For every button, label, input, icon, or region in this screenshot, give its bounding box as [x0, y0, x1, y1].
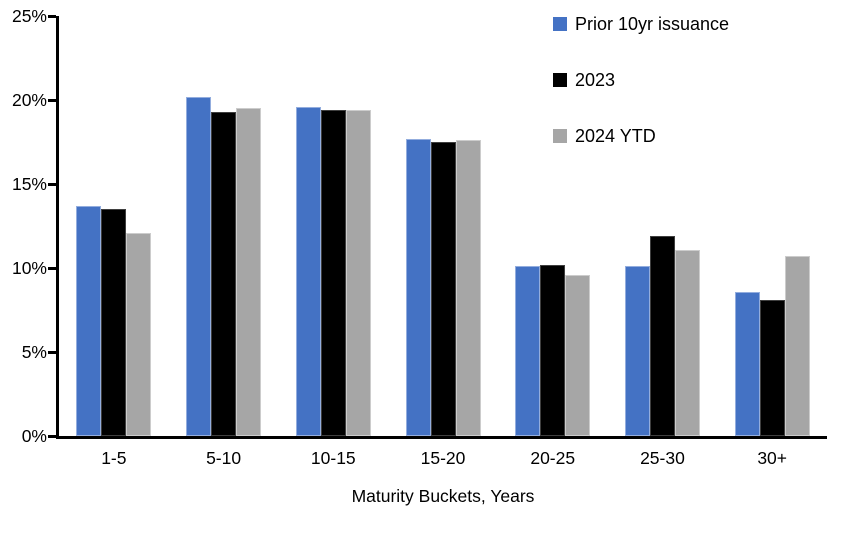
x-axis-tick-label: 30+	[757, 448, 788, 468]
y-axis-tick	[48, 351, 56, 354]
bar-prior-10yr-issuance-15-20	[405, 139, 431, 436]
legend-label: 2024 YTD	[575, 125, 656, 146]
bar-group-20-25	[498, 16, 608, 436]
legend-item-2023: 2023	[553, 69, 729, 90]
bar-prior-10yr-issuance-30+	[734, 292, 760, 436]
bar-group-1-5	[59, 16, 169, 436]
bar-groups	[59, 16, 827, 436]
y-axis-tick-label: 20%	[11, 90, 47, 110]
bar-2024-ytd-5-10	[236, 108, 262, 436]
x-axis-tick-label: 20-25	[530, 448, 576, 468]
x-axis-tick-label: 1-5	[101, 448, 127, 468]
bar-2024-ytd-20-25	[565, 275, 591, 436]
legend-swatch-icon	[553, 73, 567, 87]
bar-2024-ytd-30+	[784, 256, 810, 436]
y-axis-tick-label: 10%	[11, 258, 47, 278]
bar-2024-ytd-25-30	[674, 250, 700, 436]
y-axis-tick-label: 5%	[21, 342, 47, 362]
bar-2023-5-10	[211, 112, 237, 436]
x-axis-tick-label: 10-15	[310, 448, 356, 468]
legend-label: 2023	[575, 69, 616, 90]
bar-group-10-15	[278, 16, 388, 436]
legend-swatch-icon	[553, 129, 567, 143]
x-axis-tick-label: 5-10	[206, 448, 242, 468]
x-axis-title: Maturity Buckets, Years	[351, 486, 535, 506]
y-axis-tick	[48, 183, 56, 186]
y-axis-tick	[48, 15, 56, 18]
bar-2023-10-15	[320, 110, 346, 436]
x-axis-tick-label: 15-20	[420, 448, 466, 468]
bar-prior-10yr-issuance-1-5	[76, 206, 102, 436]
bar-prior-10yr-issuance-10-15	[295, 107, 321, 436]
y-axis-tick-labels: 0% 5% 10% 15% 20% 25%	[0, 6, 47, 446]
bar-2023-1-5	[101, 209, 127, 436]
bar-prior-10yr-issuance-20-25	[515, 266, 541, 436]
bar-group-5-10	[169, 16, 279, 436]
y-axis-tick-label: 25%	[11, 6, 47, 26]
y-axis-tick-label: 15%	[11, 174, 47, 194]
bar-2024-ytd-10-15	[345, 110, 371, 436]
bar-group-25-30	[608, 16, 718, 436]
bar-2023-20-25	[540, 265, 566, 436]
bar-2023-30+	[759, 300, 785, 436]
bar-2023-25-30	[649, 236, 675, 436]
legend: Prior 10yr issuance 2023 2024 YTD	[553, 13, 730, 183]
y-axis-tick	[48, 267, 56, 270]
y-axis-tick-label: 0%	[21, 426, 47, 446]
y-axis-tick	[48, 99, 56, 102]
legend-label: Prior 10yr issuance	[575, 13, 730, 34]
plot-area	[48, 15, 827, 439]
x-axis-tick-labels: 1-5 5-10 10-15 15-20 20-25 25-30 30+	[59, 448, 827, 469]
x-axis-tick-label: 25-30	[640, 448, 685, 468]
bar-prior-10yr-issuance-5-10	[186, 97, 212, 436]
bar-prior-10yr-issuance-25-30	[624, 266, 650, 436]
bar-group-15-20	[388, 16, 498, 436]
bar-2024-ytd-15-20	[455, 140, 481, 436]
bar-2024-ytd-1-5	[126, 233, 152, 436]
legend-swatch-icon	[553, 17, 567, 31]
bar-group-30+	[717, 16, 827, 436]
legend-item-2024-ytd: 2024 YTD	[553, 125, 729, 146]
bar-2023-15-20	[430, 142, 456, 436]
y-axis-tick	[48, 435, 56, 438]
legend-item-prior-10yr-issuance: Prior 10yr issuance	[553, 13, 730, 34]
